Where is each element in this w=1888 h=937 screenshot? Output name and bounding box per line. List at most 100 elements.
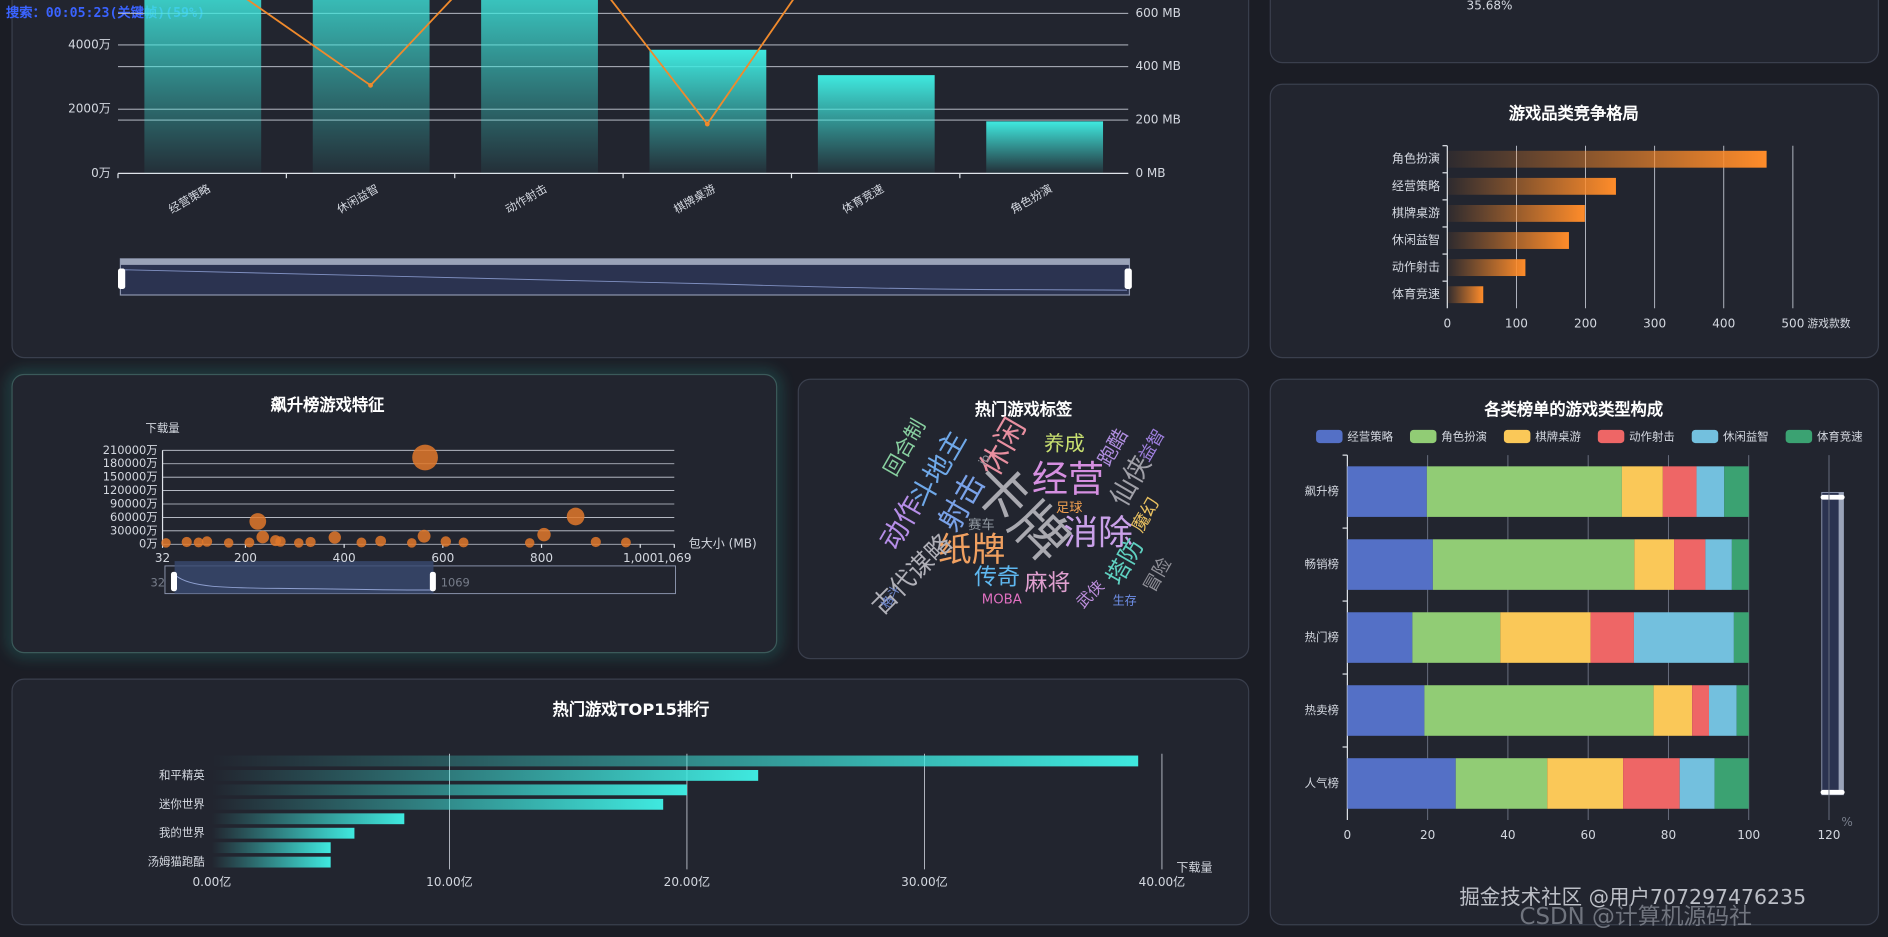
y-tick-label: 迷你世界 [159, 797, 205, 811]
x-tick-label: 60 [1581, 828, 1596, 842]
watermark: 掘金技术社区 @用户707297476235 [1459, 885, 1806, 909]
slider-bar [1838, 492, 1844, 795]
bar [817, 75, 935, 174]
point [305, 536, 316, 548]
point [440, 536, 452, 547]
chart-title: 飙升榜游戏特征 [271, 395, 385, 414]
zoom-slider[interactable] [1820, 491, 1845, 796]
legend-label: 角色扮演 [1441, 430, 1487, 444]
slider-handle[interactable] [118, 268, 126, 289]
bar [211, 769, 759, 781]
bar [1447, 259, 1526, 277]
y-tick-label: 180000万 [103, 456, 158, 470]
bar [481, 0, 598, 174]
y-tick-label: 热门榜 [1305, 630, 1339, 644]
bar-segment [1590, 612, 1634, 663]
point [161, 538, 171, 548]
bar-segment [1347, 685, 1425, 736]
slider-handle[interactable] [1820, 494, 1845, 500]
x-tick-label: 400 [333, 551, 356, 565]
point [458, 537, 469, 548]
slider-bar [120, 258, 1130, 265]
slider-shadow [175, 575, 433, 591]
bar-segment [1621, 466, 1663, 517]
bar-segment [1547, 758, 1624, 809]
y-tick-label: 汤姆猫跑酷 [148, 855, 206, 869]
zoom-slider[interactable] [118, 258, 1132, 296]
point [181, 536, 192, 548]
bar [1447, 286, 1484, 304]
slider-handle[interactable] [1124, 268, 1132, 289]
point [406, 538, 417, 548]
legend-swatch [1409, 429, 1437, 444]
bar-segment [1708, 685, 1737, 736]
zoom-slider[interactable] [164, 561, 676, 595]
legend-swatch [1691, 429, 1719, 444]
bar-segment [1500, 612, 1591, 663]
point [356, 537, 367, 548]
x-tick-label: 200 [234, 551, 257, 565]
panel [1269, 0, 1879, 64]
x-tick-label: 20 [1420, 828, 1435, 842]
y-axis-label: 下载量 [145, 421, 179, 435]
bar-segment [1347, 612, 1413, 663]
x-axis-label: 游戏款数 [1807, 316, 1850, 330]
x-tick-label: 0 [1443, 316, 1451, 330]
word: 生存 [1113, 593, 1137, 607]
y-tick-label: 动作射击 [1392, 259, 1440, 274]
y-tick-label: 90000万 [110, 496, 158, 510]
point [417, 529, 431, 543]
bar [211, 798, 664, 810]
bar-segment [1736, 685, 1749, 736]
word: 消除 [1063, 514, 1133, 554]
bar [211, 842, 331, 854]
bar-segment [1705, 539, 1732, 590]
point [275, 536, 286, 547]
x-axis-label: 包大小 (MB) [689, 537, 757, 551]
x-tick-label: 800 [530, 551, 553, 565]
line-point [704, 121, 710, 127]
y-tick-label: 棋牌桌游 [1392, 206, 1440, 220]
x-axis-label: % [1841, 815, 1852, 829]
bar [211, 827, 355, 839]
point [412, 444, 438, 471]
zoom-label: 32 [151, 575, 166, 589]
slider-handle[interactable] [1820, 789, 1845, 795]
point [293, 538, 304, 548]
point [590, 536, 601, 548]
x-tick-label: 600 [431, 551, 454, 565]
x-tick-label: 40 [1500, 828, 1515, 842]
chart-title: 游戏品类竞争格局 [1509, 104, 1639, 123]
word: 足球 [1056, 500, 1082, 516]
bar [1447, 177, 1616, 195]
x-tick-label: 100 [1505, 316, 1528, 330]
y-tick-label: 60000万 [110, 510, 158, 524]
y-tick-label: 我的世界 [159, 826, 205, 840]
point [375, 535, 387, 547]
x-tick-label: 500 [1781, 316, 1804, 330]
point [537, 527, 551, 542]
y2-tick-label: 200 MB [1135, 113, 1180, 127]
bar [649, 49, 767, 174]
y-tick-label: 4000万 [68, 37, 111, 51]
bar-segment [1696, 466, 1725, 517]
bar-segment [1662, 466, 1697, 517]
bar-segment [1679, 758, 1715, 809]
x-tick-label: 30.00亿 [901, 874, 947, 889]
y-tick-label: 经营策略 [1392, 178, 1440, 193]
bar-segment [1692, 685, 1709, 736]
legend-swatch [1785, 429, 1813, 444]
slider-handle[interactable] [429, 571, 436, 592]
y-tick-label: 飙升榜 [1305, 484, 1339, 498]
y-tick-label: 150000万 [103, 470, 158, 484]
y-tick-label: 0万 [91, 166, 111, 180]
partial-value: 35.68% [1467, 0, 1513, 13]
bar-segment [1347, 758, 1456, 809]
legend-label: 休闲益智 [1723, 430, 1769, 444]
bar-segment [1426, 466, 1622, 517]
x-axis-label: 下载量 [1176, 861, 1212, 875]
word: 麻将 [1025, 570, 1071, 596]
x-tick-label: 300 [1643, 316, 1666, 330]
bar-segment [1653, 685, 1693, 736]
slider-handle[interactable] [170, 571, 177, 592]
